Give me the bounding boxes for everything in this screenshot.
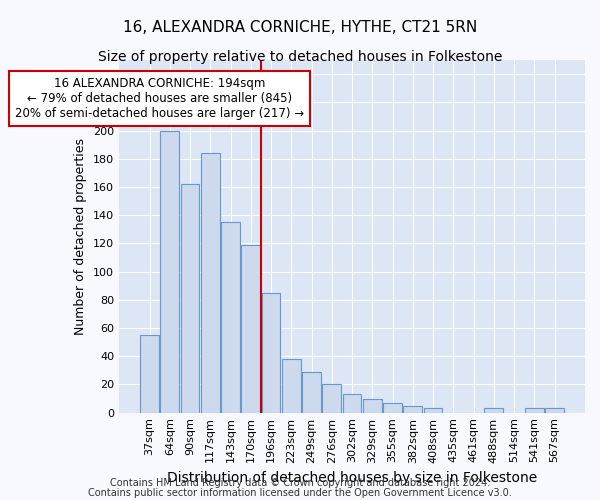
Y-axis label: Number of detached properties: Number of detached properties (74, 138, 88, 335)
Bar (525, 408, 544, 412)
Text: 16, ALEXANDRA CORNICHE, HYTHE, CT21 5RN: 16, ALEXANDRA CORNICHE, HYTHE, CT21 5RN (123, 20, 477, 35)
Text: 16 ALEXANDRA CORNICHE: 194sqm
← 79% of detached houses are smaller (845)
20% of : 16 ALEXANDRA CORNICHE: 194sqm ← 79% of d… (15, 77, 304, 120)
Bar (383, 403, 402, 412)
Bar (160, 130, 179, 412)
X-axis label: Distribution of detached houses by size in Folkestone: Distribution of detached houses by size … (167, 471, 537, 485)
Bar (424, 408, 442, 412)
Bar (363, 398, 382, 412)
Bar (484, 408, 503, 412)
Bar (545, 408, 564, 412)
Text: Contains public sector information licensed under the Open Government Licence v3: Contains public sector information licen… (88, 488, 512, 498)
Bar (181, 184, 199, 412)
Bar (221, 222, 240, 412)
Bar (403, 406, 422, 412)
Bar (322, 384, 341, 412)
Bar (282, 359, 301, 412)
Bar (343, 394, 361, 412)
Text: Size of property relative to detached houses in Folkestone: Size of property relative to detached ho… (98, 50, 502, 64)
Bar (140, 335, 159, 412)
Bar (241, 245, 260, 412)
Bar (201, 153, 220, 412)
Bar (262, 293, 280, 412)
Text: Contains HM Land Registry data © Crown copyright and database right 2024.: Contains HM Land Registry data © Crown c… (110, 478, 490, 488)
Bar (302, 372, 321, 412)
